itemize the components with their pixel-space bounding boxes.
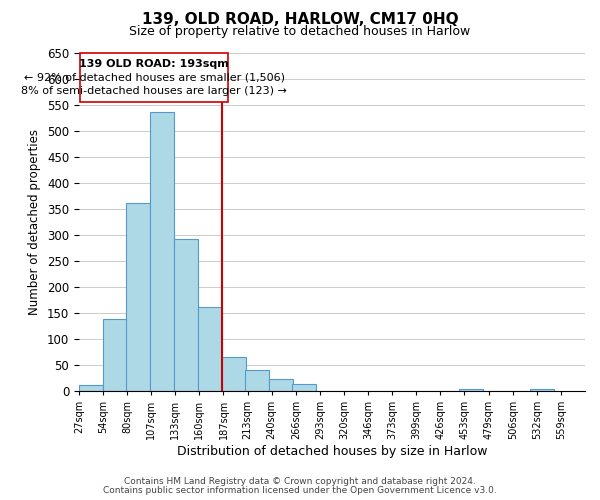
Bar xyxy=(150,112,175,390)
Bar xyxy=(197,308,222,390)
Bar xyxy=(103,320,127,390)
Y-axis label: Number of detached properties: Number of detached properties xyxy=(28,128,41,314)
Text: 8% of semi-detached houses are larger (123) →: 8% of semi-detached houses are larger (1… xyxy=(21,86,287,96)
Bar xyxy=(222,356,246,390)
FancyBboxPatch shape xyxy=(80,52,228,102)
Text: Contains public sector information licensed under the Open Government Licence v3: Contains public sector information licen… xyxy=(103,486,497,495)
Bar xyxy=(459,389,483,390)
Bar xyxy=(79,386,103,390)
Bar xyxy=(126,204,150,390)
Bar xyxy=(530,389,554,390)
Bar xyxy=(173,238,197,390)
Text: Contains HM Land Registry data © Crown copyright and database right 2024.: Contains HM Land Registry data © Crown c… xyxy=(124,477,476,486)
Bar xyxy=(245,370,269,390)
Text: 139, OLD ROAD, HARLOW, CM17 0HQ: 139, OLD ROAD, HARLOW, CM17 0HQ xyxy=(142,12,458,28)
X-axis label: Distribution of detached houses by size in Harlow: Distribution of detached houses by size … xyxy=(176,444,487,458)
Text: ← 92% of detached houses are smaller (1,506): ← 92% of detached houses are smaller (1,… xyxy=(23,72,284,82)
Bar xyxy=(269,379,293,390)
Text: Size of property relative to detached houses in Harlow: Size of property relative to detached ho… xyxy=(130,25,470,38)
Text: 139 OLD ROAD: 193sqm: 139 OLD ROAD: 193sqm xyxy=(79,58,229,68)
Bar xyxy=(292,384,316,390)
